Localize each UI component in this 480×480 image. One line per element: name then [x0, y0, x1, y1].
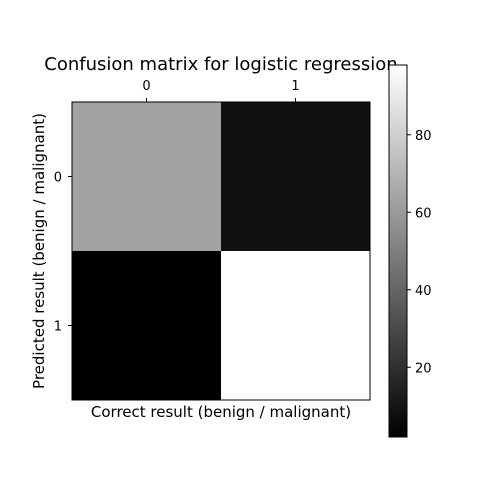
colorbar-tick-label: 80	[415, 129, 432, 144]
heatmap-cell-0-0	[72, 102, 221, 251]
colorbar	[388, 64, 408, 438]
colorbar-tick-label: 40	[415, 284, 432, 299]
colorbar-tick-label: 20	[415, 361, 432, 376]
colorbar-ticks: 20 40 60 80	[407, 129, 432, 376]
heatmap-cell-1-0	[72, 251, 221, 400]
x-tick-label: 1	[291, 79, 299, 94]
x-tick-label: 0	[142, 79, 150, 94]
x-axis-label: Correct result (benign / malignant)	[91, 403, 351, 421]
y-tick-label: 0	[54, 171, 62, 186]
heatmap-cell-1-1	[221, 251, 370, 400]
y-tick-label: 1	[54, 320, 62, 335]
heatmap-cells	[72, 102, 370, 400]
colorbar-tick-label: 60	[415, 206, 432, 221]
plot-frame	[71, 101, 371, 401]
y-axis-label: Predicted result (benign / malignant)	[30, 113, 48, 389]
heatmap-cell-0-1	[221, 102, 370, 251]
y-axis-ticks: 01	[54, 171, 72, 335]
chart-title: Confusion matrix for logistic regression	[44, 54, 397, 75]
